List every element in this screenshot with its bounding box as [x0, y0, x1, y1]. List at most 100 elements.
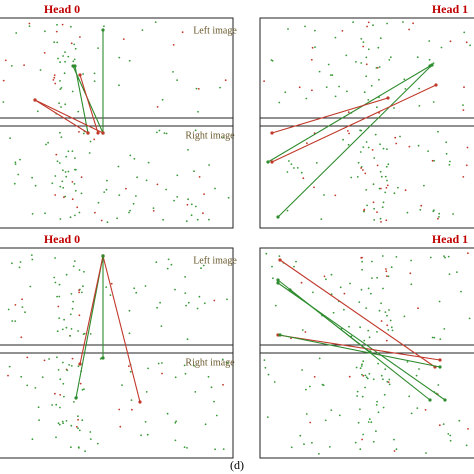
keypoint: [386, 380, 389, 383]
keypoint: [364, 172, 367, 175]
keypoint: [376, 331, 378, 333]
keypoint: [361, 260, 363, 263]
keypoint: [55, 403, 58, 406]
keypoint: [77, 330, 79, 332]
keypoint: [362, 374, 365, 377]
keypoint: [174, 421, 177, 424]
keypoint: [58, 162, 61, 164]
keypoint: [367, 329, 370, 332]
keypoint: [360, 38, 363, 40]
keypoint: [78, 131, 80, 133]
keypoint: [382, 378, 384, 381]
keypoint: [443, 328, 446, 330]
keypoint: [65, 326, 68, 329]
keypoint: [62, 55, 64, 57]
match-line: [289, 289, 371, 353]
keypoint: [62, 361, 64, 364]
keypoint: [93, 72, 96, 75]
keypoint: [63, 196, 65, 199]
keypoint: [443, 255, 445, 257]
keypoint: [31, 176, 33, 179]
keypoint: [73, 401, 75, 403]
keypoint: [419, 208, 422, 211]
keypoint: [21, 306, 24, 308]
keypoint: [386, 184, 389, 187]
keypoint: [377, 411, 380, 414]
keypoint: [425, 452, 427, 454]
keypoint: [14, 161, 17, 164]
keypoint: [172, 44, 175, 46]
keypoint: [37, 406, 40, 409]
keypoint: [213, 299, 216, 302]
keypoint: [410, 283, 413, 286]
keypoint: [362, 41, 365, 43]
keypoint: [361, 268, 363, 271]
keypoint: [311, 441, 313, 444]
keypoint: [224, 79, 227, 82]
keypoint: [433, 336, 436, 339]
keypoint: [94, 211, 96, 214]
match-line: [34, 99, 89, 134]
keypoint: [77, 365, 80, 368]
keypoint: [382, 201, 385, 204]
keypoint: [53, 76, 56, 79]
endpoint: [74, 396, 78, 400]
keypoint: [410, 412, 413, 415]
endpoint: [368, 350, 372, 354]
keypoint: [60, 106, 62, 108]
keypoint: [64, 103, 67, 106]
keypoint: [378, 78, 380, 81]
keypoint: [161, 362, 163, 364]
keypoint: [172, 71, 174, 73]
keypoint: [103, 25, 105, 28]
keypoint: [56, 356, 58, 359]
keypoint: [106, 179, 108, 182]
keypoint: [31, 438, 34, 441]
keypoint: [456, 271, 458, 273]
panel: Head 0 Left image Right image: [0, 2, 237, 229]
keypoint: [28, 22, 31, 25]
keypoint: [402, 21, 404, 23]
keypoint: [348, 375, 351, 378]
keypoint: [408, 28, 410, 31]
keypoint: [83, 270, 85, 273]
keypoint: [176, 79, 179, 81]
keypoint: [56, 23, 58, 26]
right-label: Right image: [185, 130, 235, 141]
keypoint: [393, 107, 395, 109]
keypoint: [384, 368, 387, 371]
right-label: Right image: [185, 357, 235, 368]
keypoint: [449, 160, 451, 163]
keypoint: [156, 131, 158, 134]
keypoint: [432, 62, 435, 64]
keypoint: [127, 365, 130, 368]
keypoint: [424, 409, 427, 411]
keypoint: [59, 88, 62, 90]
keypoint: [406, 211, 409, 214]
keypoint: [347, 143, 350, 146]
keypoint: [60, 87, 63, 89]
keypoint: [325, 278, 327, 281]
keypoint: [196, 307, 199, 310]
keypoint: [438, 216, 440, 218]
keypoint: [368, 418, 371, 421]
keypoint: [208, 164, 211, 166]
keypoint: [345, 54, 348, 57]
keypoint: [56, 160, 59, 163]
keypoint: [58, 317, 61, 319]
keypoint: [371, 260, 373, 263]
endpoint: [278, 333, 282, 337]
keypoint: [74, 214, 76, 217]
keypoint: [343, 292, 346, 295]
keypoint: [362, 169, 364, 171]
keypoint: [170, 263, 173, 266]
keypoint: [445, 141, 448, 144]
left-label: Left image: [193, 25, 237, 36]
keypoint: [305, 388, 307, 391]
keypoint: [31, 213, 34, 215]
keypoint: [417, 307, 419, 310]
keypoint: [183, 446, 186, 448]
keypoint: [357, 421, 360, 424]
keypoint: [403, 78, 406, 81]
keypoint: [71, 357, 74, 360]
